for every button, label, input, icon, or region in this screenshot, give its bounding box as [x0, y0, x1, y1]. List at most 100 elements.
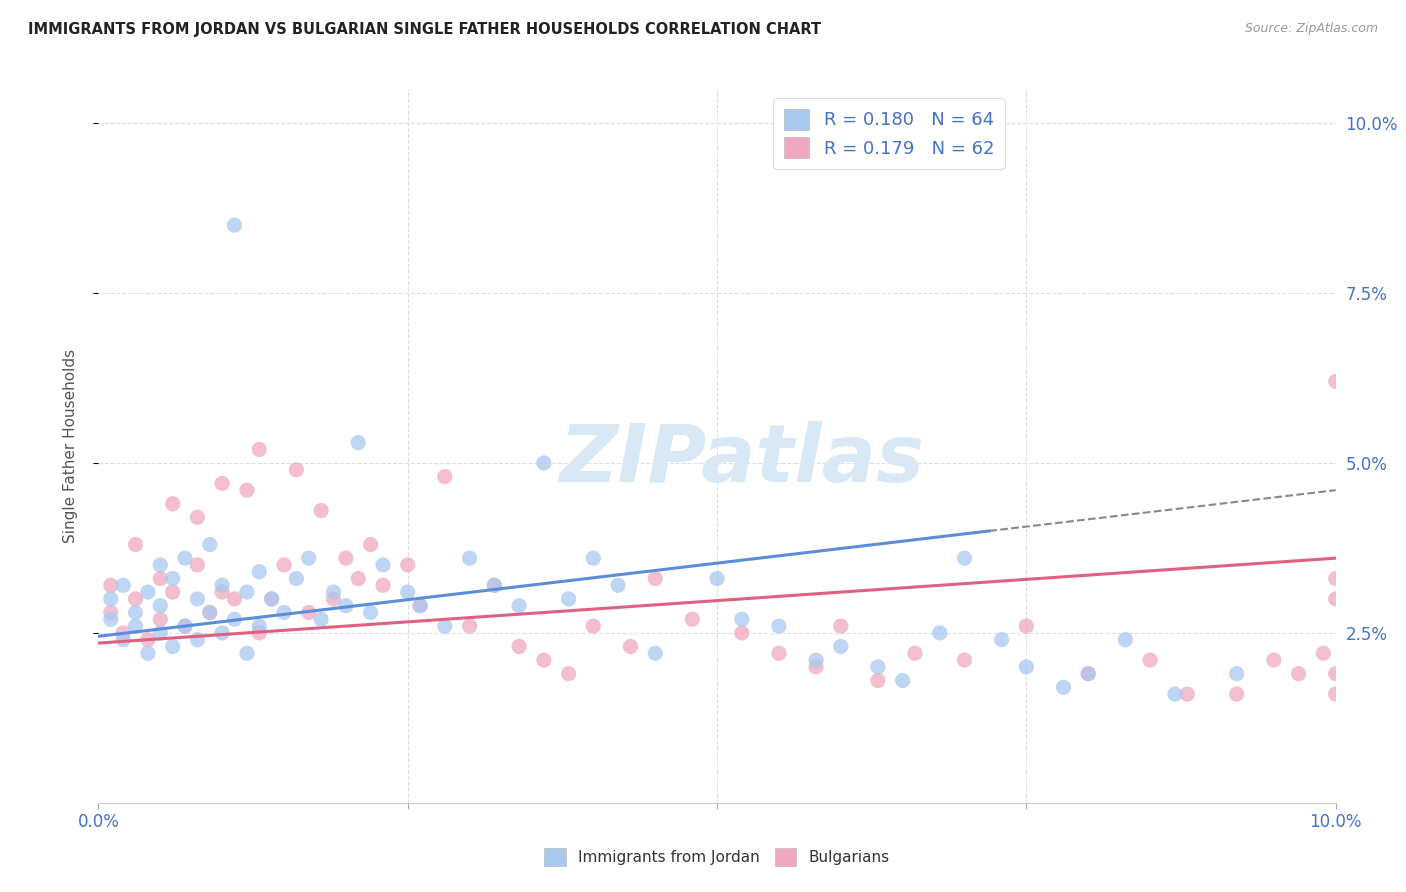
Y-axis label: Single Father Households: Single Father Households: [63, 349, 77, 543]
Point: [136, 585, 159, 599]
Text: IMMIGRANTS FROM JORDAN VS BULGARIAN SINGLE FATHER HOUSEHOLDS CORRELATION CHART: IMMIGRANTS FROM JORDAN VS BULGARIAN SING…: [28, 22, 821, 37]
Point: [247, 619, 270, 633]
Point: [644, 646, 666, 660]
Point: [409, 599, 432, 613]
Point: [211, 626, 233, 640]
Point: [607, 578, 630, 592]
Point: [1288, 666, 1310, 681]
Point: [706, 572, 728, 586]
Point: [953, 653, 976, 667]
Point: [557, 666, 579, 681]
Point: [891, 673, 914, 688]
Point: [1263, 653, 1285, 667]
Point: [198, 606, 221, 620]
Point: [124, 591, 146, 606]
Point: [124, 606, 146, 620]
Point: [309, 612, 332, 626]
Point: [335, 551, 357, 566]
Point: [768, 646, 790, 660]
Point: [112, 578, 135, 592]
Point: [100, 591, 122, 606]
Point: [484, 578, 506, 592]
Point: [830, 619, 852, 633]
Point: [508, 599, 530, 613]
Point: [298, 551, 321, 566]
Point: [236, 646, 259, 660]
Point: [1226, 687, 1249, 701]
Point: [953, 551, 976, 566]
Point: [211, 578, 233, 592]
Point: [149, 626, 172, 640]
Point: [731, 612, 754, 626]
Point: [236, 585, 259, 599]
Point: [100, 612, 122, 626]
Point: [198, 606, 221, 620]
Point: [371, 558, 394, 572]
Point: [1175, 687, 1198, 701]
Point: [162, 497, 184, 511]
Point: [174, 551, 197, 566]
Point: [260, 591, 283, 606]
Point: [247, 565, 270, 579]
Point: [112, 632, 135, 647]
Point: [112, 626, 135, 640]
Point: [136, 646, 159, 660]
Point: [582, 551, 605, 566]
Legend: Immigrants from Jordan, Bulgarians: Immigrants from Jordan, Bulgarians: [537, 841, 897, 873]
Point: [396, 585, 419, 599]
Point: [1324, 687, 1347, 701]
Point: [224, 591, 246, 606]
Point: [124, 537, 146, 551]
Point: [198, 537, 221, 551]
Point: [433, 619, 456, 633]
Text: ZIPatlas: ZIPatlas: [560, 421, 924, 500]
Point: [866, 673, 889, 688]
Point: [124, 619, 146, 633]
Point: [273, 558, 295, 572]
Point: [681, 612, 703, 626]
Point: [557, 591, 579, 606]
Point: [322, 591, 344, 606]
Point: [768, 619, 790, 633]
Point: [347, 435, 370, 450]
Point: [360, 537, 382, 551]
Point: [186, 632, 208, 647]
Point: [174, 619, 197, 633]
Point: [1077, 666, 1099, 681]
Point: [533, 456, 555, 470]
Point: [162, 640, 184, 654]
Point: [298, 606, 321, 620]
Point: [409, 599, 432, 613]
Point: [619, 640, 641, 654]
Point: [273, 606, 295, 620]
Point: [928, 626, 950, 640]
Point: [162, 572, 184, 586]
Point: [149, 599, 172, 613]
Point: [1312, 646, 1334, 660]
Point: [247, 442, 270, 457]
Point: [247, 626, 270, 640]
Point: [508, 640, 530, 654]
Point: [396, 558, 419, 572]
Point: [347, 572, 370, 586]
Point: [136, 632, 159, 647]
Point: [804, 653, 827, 667]
Point: [484, 578, 506, 592]
Point: [990, 632, 1012, 647]
Point: [830, 640, 852, 654]
Point: [371, 578, 394, 592]
Point: [644, 572, 666, 586]
Point: [186, 510, 208, 524]
Text: Source: ZipAtlas.com: Source: ZipAtlas.com: [1244, 22, 1378, 36]
Point: [1164, 687, 1187, 701]
Point: [458, 619, 481, 633]
Point: [731, 626, 754, 640]
Point: [149, 558, 172, 572]
Point: [1324, 375, 1347, 389]
Point: [1052, 680, 1074, 694]
Point: [458, 551, 481, 566]
Point: [1015, 660, 1038, 674]
Point: [866, 660, 889, 674]
Point: [309, 503, 332, 517]
Point: [149, 572, 172, 586]
